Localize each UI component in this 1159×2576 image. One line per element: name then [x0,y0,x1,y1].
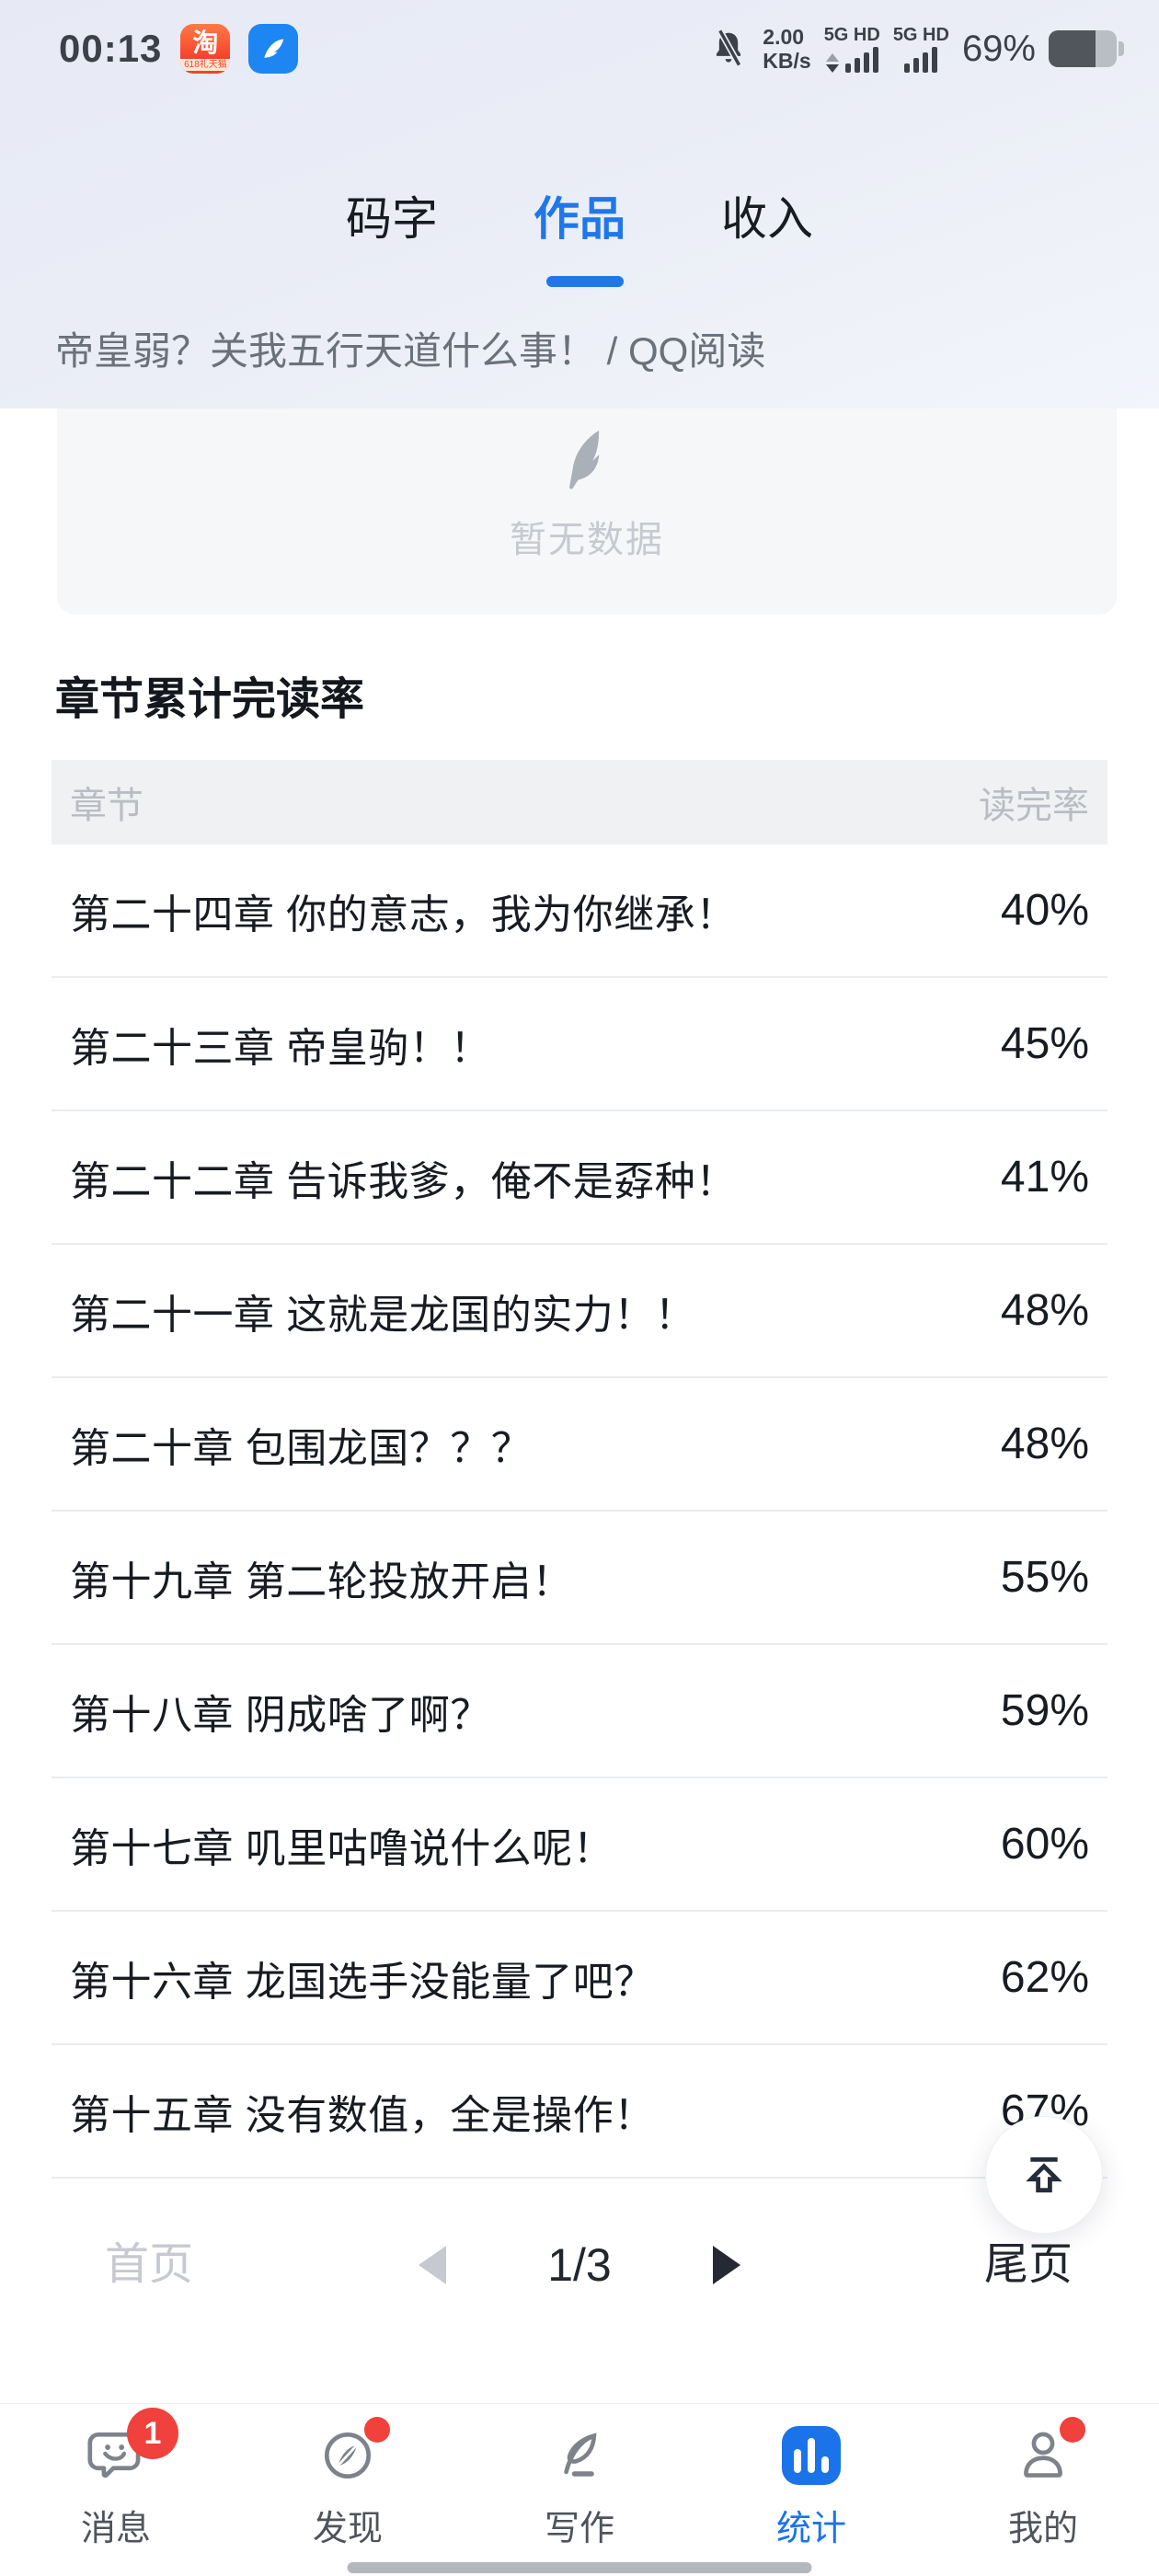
col-chapter: 章节 [70,786,143,826]
tab-works[interactable]: 作品 [534,193,625,245]
signal-bars-icon [844,46,878,73]
empty-data-message: 暂无数据 [510,520,664,560]
battery-percent: 69% [961,28,1036,69]
battery-icon [1049,30,1124,67]
compass-icon [324,2432,372,2479]
book-title-breadcrumb[interactable]: 帝皇弱？关我五行天道什么事！ / QQ阅读 [55,329,766,373]
home-indicator[interactable] [347,2562,812,2573]
table-row: 第十六章 龙国选手没能量了吧？ 62% [52,1912,1107,2045]
active-tab-underline [546,276,624,287]
section-title: 章节累计完读率 [55,675,365,724]
table-row: 第二十一章 这就是龙国的实力！！ 48% [52,1245,1107,1378]
top-tabs: 码字 作品 收入 [0,182,1159,248]
messages-badge: 1 [127,2408,178,2459]
nav-item-stats[interactable]: 统计 [695,2404,927,2576]
table-header: 章节 读完率 [52,760,1107,845]
arrow-up-to-line-icon [1026,2156,1062,2193]
notifications-muted-icon [717,29,742,67]
table-row: 第二十三章 帝皇驹！！ 45% [52,978,1107,1111]
nav-item-discover[interactable]: 发现 [232,2404,464,2576]
clock: 00:13 [59,27,163,70]
table-row: 第二十章 包围龙国？？？ 48% [52,1378,1107,1512]
empty-data-card: 暂无数据 [57,408,1117,615]
wing-icon [264,39,284,58]
table-row: 第十九章 第二轮投放开启！ 55% [52,1512,1107,1645]
table-row: 第二十二章 告诉我爹，俺不是孬种！ 41% [52,1111,1107,1245]
status-icons: 2.00 KB/s 5G HD 5G HD [707,25,1124,73]
table-row: 第十五章 没有数值，全是操作！ 67% [52,2045,1107,2179]
signal-sim1: 5G HD [824,26,880,73]
nav-item-profile[interactable]: 我的 [927,2404,1159,2576]
signal-sim2: 5G HD [893,26,949,73]
person-icon [1024,2432,1062,2478]
page-indicator: 1/3 [547,2239,612,2291]
network-speed: 2.00 KB/s [763,25,811,73]
profile-dot-badge [1060,2417,1085,2443]
bottom-nav: 1 消息 发现 写作 [0,2403,1159,2576]
feather-icon [569,430,600,489]
tab-income[interactable]: 收入 [721,193,813,245]
col-rate: 读完率 [979,786,1089,826]
table-row: 第十八章 阴成啥了啊？ 59% [52,1645,1107,1778]
status-bar: 00:13 淘 618礼天猫 2.00 KB/s [59,20,1124,77]
taobao-notification-icon: 淘 618礼天猫 [180,24,231,74]
nav-item-messages[interactable]: 1 消息 [0,2404,232,2576]
first-page-button[interactable]: 首页 [105,2240,194,2289]
completion-rate-table: 章节 读完率 第二十四章 你的意志，我为你继承！ 40% 第二十三章 帝皇驹！！… [52,760,1107,2179]
quill-icon [564,2432,597,2477]
back-to-top-button[interactable] [985,2116,1103,2234]
prev-page-icon[interactable] [419,2246,447,2284]
table-row: 第十七章 叽里咕噜说什么呢！ 60% [52,1778,1107,1912]
nav-item-writing[interactable]: 写作 [464,2404,695,2576]
bar-chart-icon [782,2426,841,2485]
tab-typing[interactable]: 码字 [346,193,438,245]
last-page-button[interactable]: 尾页 [983,2240,1073,2289]
table-row: 第二十四章 你的意志，我为你继承！ 40% [52,845,1107,978]
signal-bars-icon [904,46,938,73]
pagination: 首页 1/3 尾页 [0,2217,1159,2313]
next-page-icon[interactable] [712,2246,740,2284]
discover-dot-badge [364,2417,390,2443]
top-header: 00:13 淘 618礼天猫 2.00 KB/s [0,0,1159,408]
data-activity-icon [825,52,839,73]
writer-app-notification-icon [248,24,299,74]
